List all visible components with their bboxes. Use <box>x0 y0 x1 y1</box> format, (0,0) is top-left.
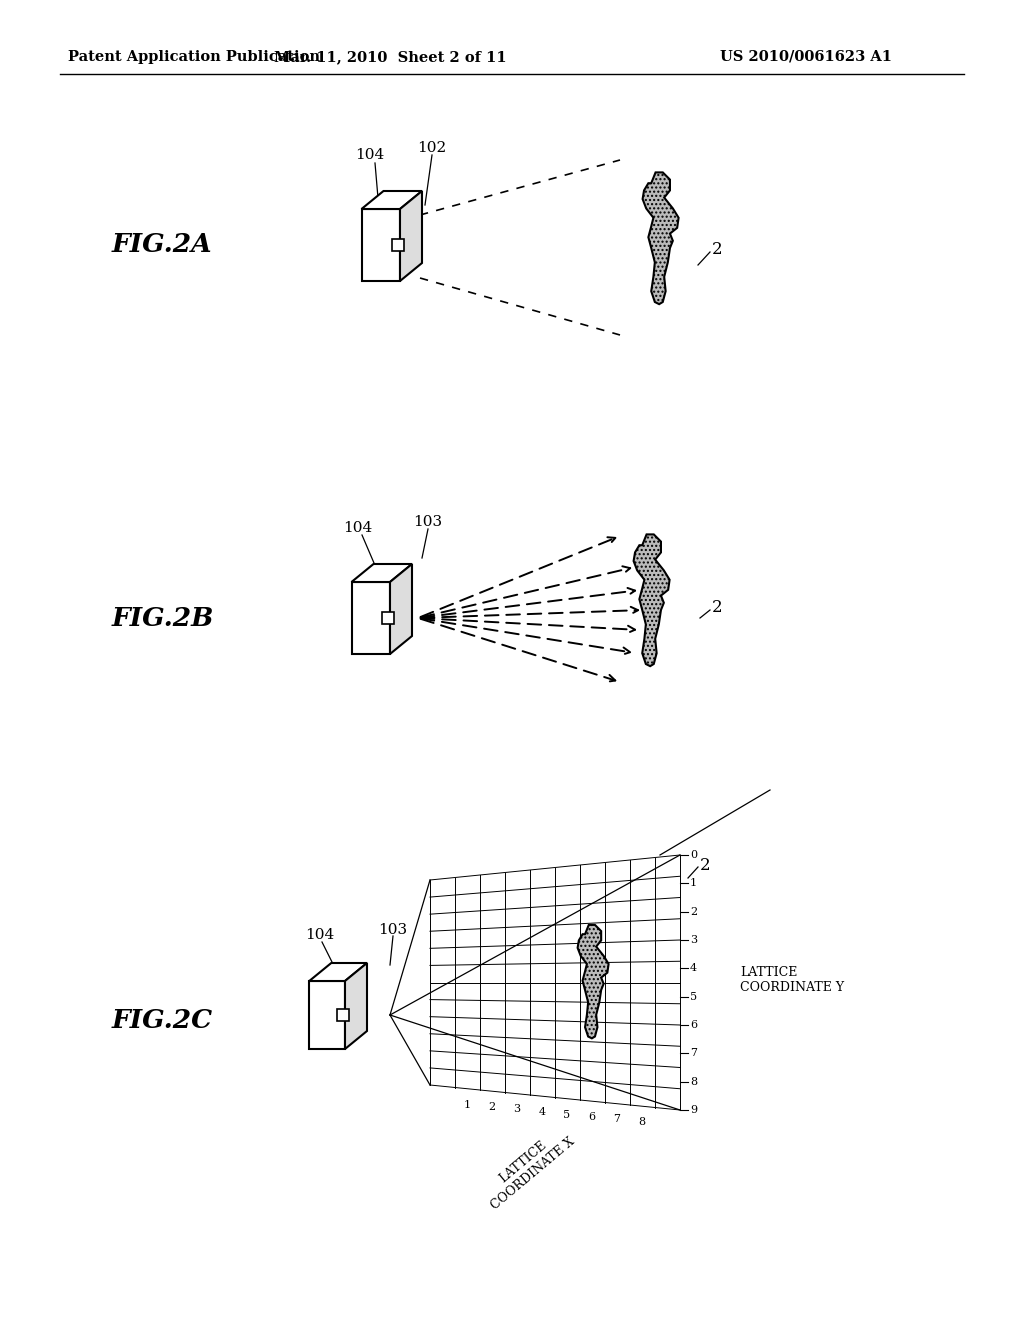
Text: 7: 7 <box>690 1048 697 1059</box>
Text: 5: 5 <box>690 991 697 1002</box>
Text: 4: 4 <box>690 964 697 973</box>
Text: 7: 7 <box>613 1114 621 1125</box>
Text: 103: 103 <box>379 923 408 937</box>
Polygon shape <box>309 964 367 981</box>
Text: 102: 102 <box>418 141 446 154</box>
Text: 6: 6 <box>589 1111 596 1122</box>
Text: 0: 0 <box>690 850 697 861</box>
Text: 8: 8 <box>690 1077 697 1086</box>
Bar <box>361 209 400 281</box>
Text: 2: 2 <box>690 907 697 916</box>
Text: 2: 2 <box>700 857 711 874</box>
Text: 6: 6 <box>690 1020 697 1030</box>
Text: 4: 4 <box>539 1107 546 1117</box>
Text: 2: 2 <box>712 242 723 259</box>
Text: 8: 8 <box>638 1117 645 1127</box>
Text: US 2010/0061623 A1: US 2010/0061623 A1 <box>720 50 892 63</box>
Text: 5: 5 <box>563 1110 570 1119</box>
Text: 104: 104 <box>305 928 335 942</box>
Polygon shape <box>345 964 367 1049</box>
Text: 3: 3 <box>513 1105 520 1114</box>
Text: FIG.2B: FIG.2B <box>112 606 214 631</box>
Bar <box>351 582 390 653</box>
Polygon shape <box>400 191 422 281</box>
Bar <box>392 239 404 251</box>
Text: 1: 1 <box>464 1100 471 1110</box>
Polygon shape <box>361 191 422 209</box>
Polygon shape <box>578 925 608 1039</box>
Text: Patent Application Publication: Patent Application Publication <box>68 50 319 63</box>
Bar <box>337 1008 349 1020</box>
Text: 3: 3 <box>690 935 697 945</box>
Bar <box>382 612 394 624</box>
Text: 2: 2 <box>712 599 723 616</box>
Text: FIG.2A: FIG.2A <box>112 232 213 257</box>
Text: LATTICE
COORDINATE X: LATTICE COORDINATE X <box>479 1123 578 1212</box>
Text: 9: 9 <box>690 1105 697 1115</box>
Text: 103: 103 <box>414 515 442 529</box>
Polygon shape <box>351 564 412 582</box>
Text: 104: 104 <box>343 521 373 535</box>
Polygon shape <box>634 535 670 667</box>
Text: 2: 2 <box>488 1102 496 1111</box>
Text: Mar. 11, 2010  Sheet 2 of 11: Mar. 11, 2010 Sheet 2 of 11 <box>273 50 506 63</box>
Text: 1: 1 <box>690 878 697 888</box>
Polygon shape <box>390 564 412 653</box>
Text: 104: 104 <box>355 148 385 162</box>
Polygon shape <box>643 173 679 304</box>
Text: FIG.2C: FIG.2C <box>112 1007 213 1032</box>
Bar <box>309 981 345 1049</box>
Text: LATTICE
COORDINATE Y: LATTICE COORDINATE Y <box>740 966 844 994</box>
